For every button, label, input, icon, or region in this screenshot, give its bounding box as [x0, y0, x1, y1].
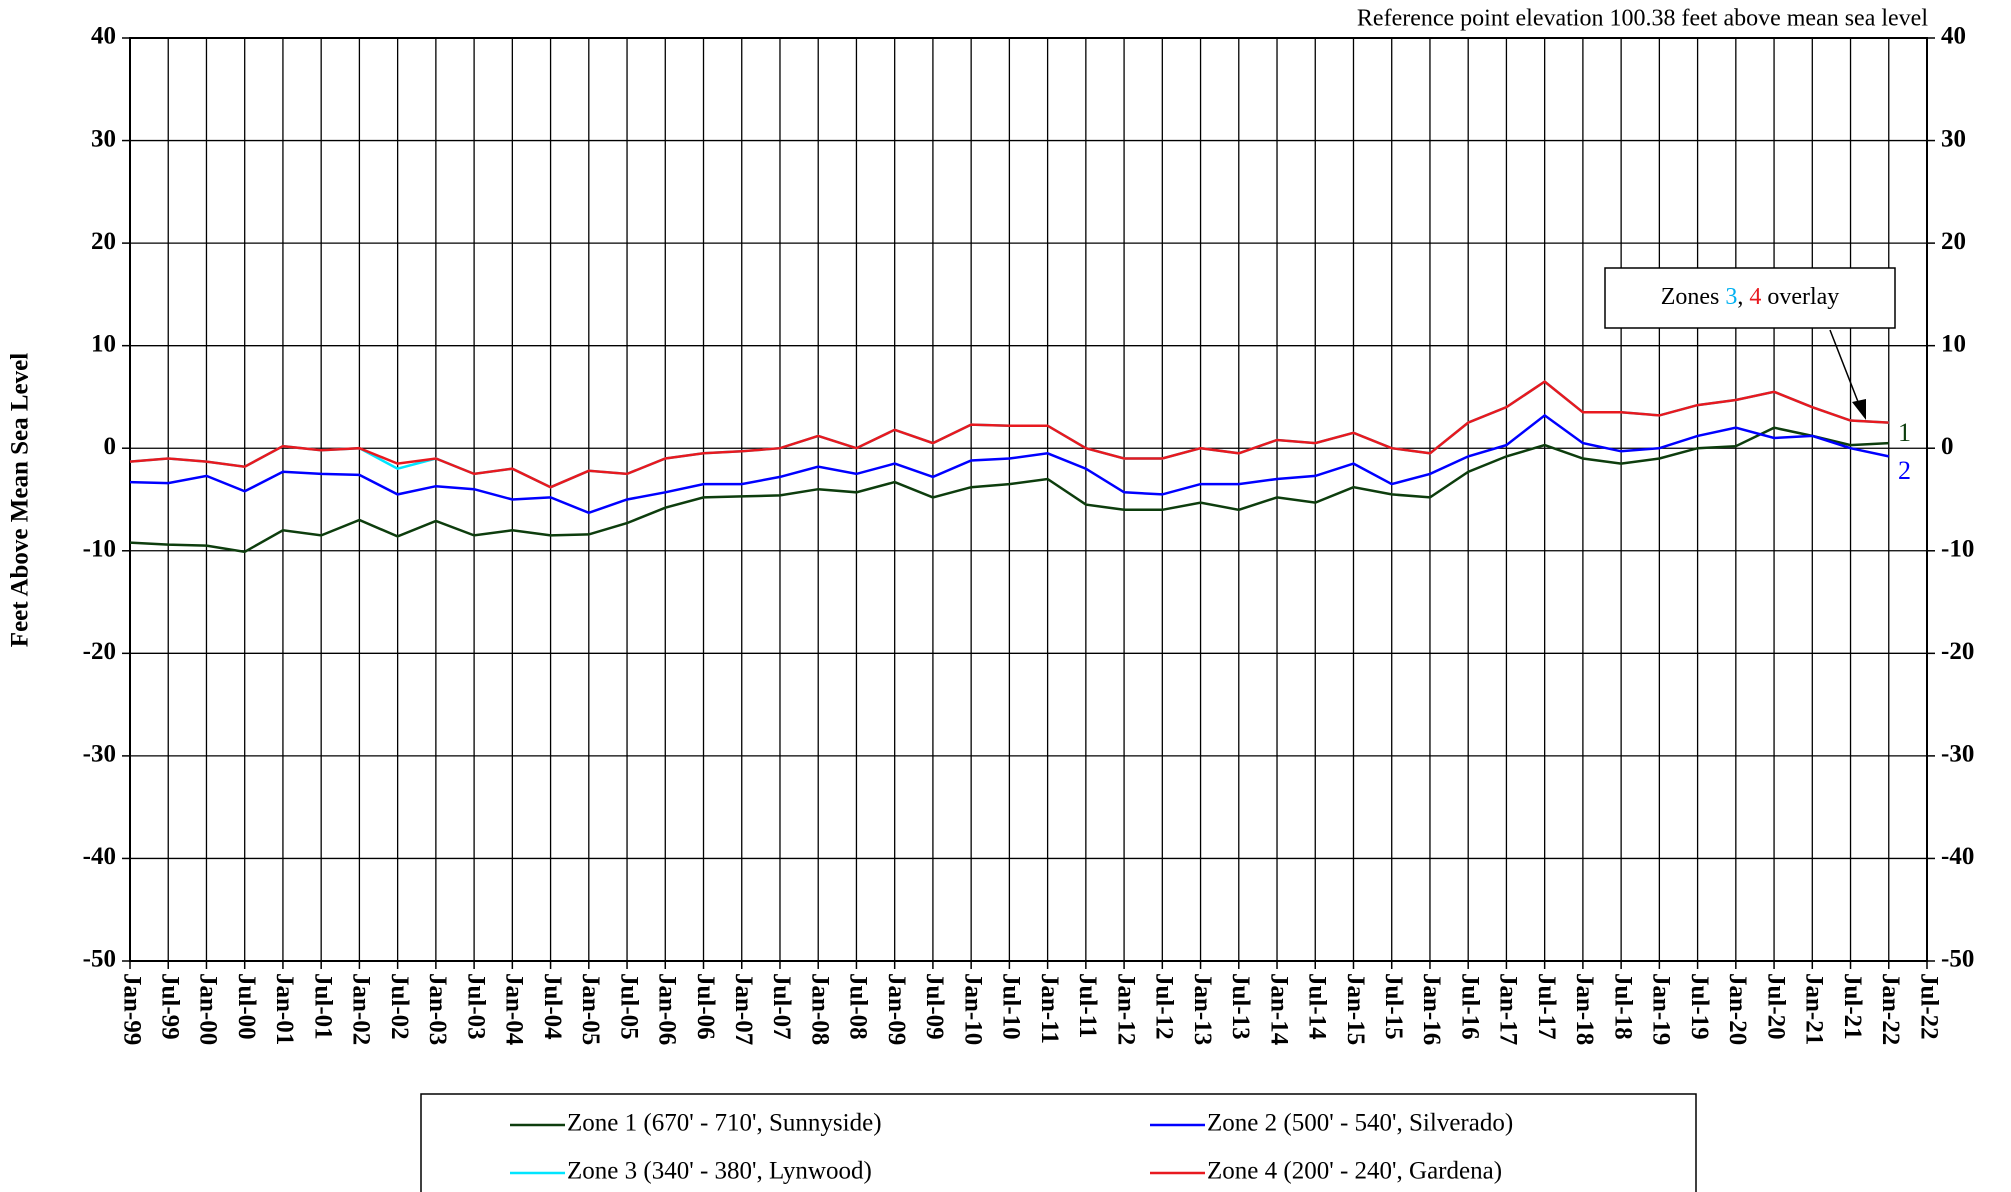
x-tick-label: Jul-20: [1762, 973, 1789, 1040]
note-part: 4: [1749, 284, 1761, 310]
x-tick-label: Jan-21: [1801, 973, 1828, 1045]
x-tick-label: Jan-02: [348, 973, 375, 1045]
y-tick-label: -10: [83, 536, 116, 563]
series-label: 1: [1898, 418, 1911, 447]
x-tick-label: Jul-15: [1380, 973, 1407, 1040]
x-tick-label: Jan-05: [577, 973, 604, 1045]
legend: [420, 1093, 1697, 1192]
x-tick-label: Jul-09: [921, 973, 948, 1040]
x-tick-label: Jan-12: [1112, 973, 1139, 1045]
x-tick-label: Jan-08: [806, 973, 833, 1045]
x-tick-label: Jan-11: [1036, 973, 1063, 1044]
overlay-note: Zones 3, 4 overlay: [1661, 284, 1840, 310]
x-tick-label: Jan-17: [1495, 973, 1522, 1045]
x-tick-label: Jul-12: [1151, 973, 1178, 1040]
y-tick-label: 10: [91, 330, 116, 357]
note-part: overlay: [1761, 284, 1839, 310]
legend-label: Zone 1 (670' - 710', Sunnyside): [567, 1110, 882, 1137]
x-tick-label: Jul-16: [1456, 973, 1483, 1040]
x-tick-label: Jan-16: [1418, 973, 1445, 1045]
x-tick-label: Jul-19: [1686, 973, 1713, 1040]
x-tick-label: Jan-06: [654, 973, 681, 1045]
series-label: 2: [1898, 456, 1911, 485]
plot: -50 -50 -40 -40 -30 -30 -20 -20 -10 -10 0 0 10 10 20 20…: [83, 23, 1975, 1046]
x-tick-label: Jan-01: [271, 973, 298, 1045]
x-tick-label: Jan-07: [730, 973, 757, 1045]
y-tick-label: -40: [1941, 843, 1974, 870]
series-line: [129, 426, 1889, 554]
x-tick-label: Jul-06: [692, 973, 719, 1040]
x-tick-label: Jul-10: [998, 973, 1025, 1040]
x-tick-label: Jul-14: [1304, 973, 1331, 1040]
legend-items: Zone 1 (670' - 710', Sunnyside) Zone 2 (5…: [510, 1110, 1513, 1185]
x-tick-label: Jul-02: [386, 973, 413, 1040]
x-tick-label: Jan-13: [1189, 973, 1216, 1045]
x-tick-label: Jan-10: [959, 973, 986, 1045]
x-tick-label: Jan-03: [424, 973, 451, 1045]
x-tick-label: Jul-01: [309, 973, 336, 1040]
y-tick-label: -30: [1941, 741, 1974, 768]
x-tick-label: Jul-05: [615, 973, 642, 1040]
x-tick-label: Jan-18: [1571, 973, 1598, 1045]
x-tick-label: Jul-22: [1915, 973, 1942, 1040]
y-tick-label: -10: [1941, 536, 1974, 563]
x-tick-label: Jan-99: [118, 973, 145, 1045]
legend-label: Zone 4 (200' - 240', Gardena): [1207, 1158, 1502, 1185]
series-line: [129, 413, 1890, 515]
y-tick-label: 30: [1941, 125, 1966, 152]
y-axis-title: Feet Above Mean Sea Level: [7, 353, 34, 647]
x-tick-label: Jan-19: [1648, 973, 1675, 1045]
x-tick-label: Jul-21: [1839, 973, 1866, 1040]
x-tick-label: Jul-07: [768, 973, 795, 1040]
y-tick-label: 20: [91, 228, 116, 255]
arrow-head: [1852, 399, 1866, 420]
y-tick-label: -40: [83, 843, 116, 870]
x-tick-label: Jan-00: [195, 973, 222, 1045]
x-tick-label: Jul-13: [1227, 973, 1254, 1040]
x-tick-label: Jul-11: [1074, 973, 1101, 1038]
y-tick-label: -20: [83, 638, 116, 665]
legend-label: Zone 2 (500' - 540', Silverado): [1207, 1110, 1513, 1137]
x-tick-label: Jul-18: [1609, 973, 1636, 1040]
x-tick-label: Jul-08: [845, 973, 872, 1040]
x-tick-label: Jul-17: [1533, 973, 1560, 1040]
y-tick-label: -50: [83, 946, 116, 973]
x-tick-label: Jul-99: [156, 973, 183, 1040]
x-tick-label: Jul-03: [462, 973, 489, 1040]
y-tick-label: 0: [1941, 433, 1954, 460]
y-tick-label: 10: [1941, 330, 1966, 357]
y-tick-label: 40: [91, 23, 116, 50]
x-tick-label: Jan-09: [883, 973, 910, 1045]
x-tick-label: Jan-22: [1877, 973, 1904, 1045]
x-tick-label: Jan-20: [1724, 973, 1751, 1045]
note-box: [1604, 267, 1896, 329]
legend-label: Zone 3 (340' - 380', Lynwood): [567, 1158, 872, 1185]
y-tick-label: -50: [1941, 946, 1974, 973]
note-part: Zones: [1661, 284, 1726, 310]
x-tick-label: Jan-14: [1265, 973, 1292, 1046]
y-tick-label: -30: [83, 741, 116, 768]
note-part: 3: [1725, 284, 1737, 310]
y-tick-label: 20: [1941, 228, 1966, 255]
arrow: [1829, 329, 1863, 413]
x-tick-label: Jul-00: [233, 973, 260, 1040]
y-tick-label: 0: [104, 433, 117, 460]
x-tick-label: Jul-04: [539, 973, 566, 1040]
note-part: ,: [1737, 284, 1749, 310]
x-tick-label: Jan-04: [501, 973, 528, 1046]
y-tick-label: 30: [91, 125, 116, 152]
y-tick-label: -20: [1941, 638, 1974, 665]
series-line: [129, 380, 1889, 489]
annotation: Reference point elevation 100.38 feet ab…: [1357, 6, 1928, 32]
x-tick-label: Jan-15: [1342, 973, 1369, 1045]
plot-frame: [129, 37, 1928, 962]
y-tick-label: 40: [1941, 23, 1966, 50]
